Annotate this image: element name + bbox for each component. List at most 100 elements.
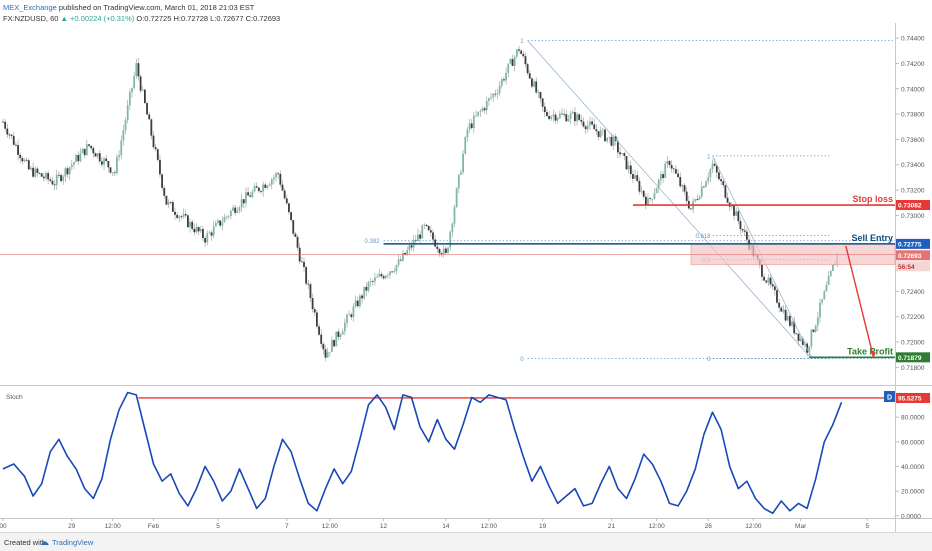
candle — [333, 338, 335, 348]
candle-body — [210, 232, 213, 236]
candle — [83, 148, 86, 159]
candle-body — [584, 126, 587, 130]
candle — [690, 208, 692, 211]
countdown-tag-bg — [896, 261, 930, 272]
candle-body — [245, 192, 247, 204]
candle-body — [133, 75, 136, 88]
candle-body — [393, 271, 396, 273]
candle-body — [606, 137, 609, 142]
candle-body — [180, 216, 183, 218]
candle-body — [79, 153, 82, 162]
candle — [795, 333, 798, 335]
candle — [623, 151, 626, 161]
price-tags: 0.73082 0.72775 0.72693 56:54 0.71879 95.5275 — [896, 200, 930, 403]
candle — [597, 131, 600, 141]
candle — [81, 147, 84, 154]
candle — [331, 336, 333, 352]
candle — [285, 194, 288, 205]
candle-body — [163, 187, 166, 196]
countdown-tag: 56:54 — [898, 264, 915, 271]
candle — [352, 303, 355, 322]
candle — [217, 218, 219, 225]
candle-body — [733, 205, 735, 216]
change-info: ▲ +0.00224 (+0.31%) — [60, 14, 135, 23]
candle-body — [535, 81, 538, 93]
candle — [429, 225, 432, 238]
candle-body — [810, 329, 813, 347]
candle-body — [782, 309, 785, 312]
candle — [58, 171, 60, 179]
candle — [339, 333, 342, 340]
candle — [715, 164, 718, 179]
candle-body — [367, 282, 370, 291]
candle — [131, 87, 133, 98]
candle — [21, 155, 24, 165]
candle-body — [92, 148, 95, 154]
candle — [10, 134, 13, 139]
fib-level-label: 1 — [520, 39, 524, 45]
candle-body — [593, 124, 596, 130]
candle-body — [51, 180, 54, 185]
candle-body — [644, 196, 647, 205]
publisher-name[interactable]: MEX_Exchange — [3, 3, 57, 12]
candle — [184, 209, 187, 218]
candle — [468, 118, 471, 134]
candle-body — [653, 193, 656, 199]
candle — [571, 109, 574, 114]
candle-body — [47, 173, 50, 180]
stoch-line — [2, 391, 843, 515]
candle — [234, 204, 237, 216]
candle — [789, 312, 791, 328]
time-tick-label: 7 — [285, 523, 289, 530]
stop-loss-tag-bg — [896, 200, 930, 211]
candle-body — [298, 247, 301, 262]
candle-body — [174, 211, 176, 215]
candle-body — [242, 199, 245, 204]
candle — [53, 180, 56, 190]
candle — [457, 174, 460, 194]
candle-body — [32, 167, 34, 177]
candle-body — [23, 159, 26, 162]
candle-body — [300, 261, 303, 263]
candle — [8, 132, 11, 140]
price-tick-label: 0.73400 — [901, 162, 925, 169]
candle — [681, 184, 684, 192]
candle — [791, 320, 793, 328]
candle — [169, 201, 172, 205]
candle — [724, 184, 727, 199]
candle-body — [227, 215, 230, 217]
candle-body — [107, 161, 110, 168]
candle-body — [62, 176, 65, 182]
candle — [666, 155, 669, 169]
candle-body — [292, 220, 295, 234]
candle-body — [391, 271, 394, 273]
candle-body — [664, 163, 667, 178]
candle-body — [681, 185, 684, 187]
candle — [193, 223, 196, 236]
candle — [601, 128, 604, 136]
candle — [709, 167, 712, 183]
publisher-line: MEX_Exchange published on TradingView.co… — [3, 3, 254, 12]
candle — [771, 281, 774, 290]
candle-body — [275, 173, 277, 178]
candle-body — [672, 168, 675, 170]
candle — [451, 222, 454, 238]
candle-body — [447, 247, 449, 253]
symbol-info: FX:NZDUSD, 60 — [3, 14, 59, 23]
candle-body — [113, 172, 116, 174]
tradingview-brand[interactable]: TradingView — [52, 538, 94, 547]
candle — [402, 249, 404, 262]
candle-body — [103, 158, 105, 165]
candle-body — [793, 321, 796, 334]
candle — [488, 97, 490, 106]
candle-body — [264, 184, 267, 188]
candle-body — [217, 220, 219, 223]
candle-body — [531, 78, 533, 87]
candle-body — [131, 87, 133, 93]
candle — [255, 182, 258, 188]
stoch-badge-label: D — [887, 395, 892, 402]
candle-body — [268, 184, 271, 186]
candle-body — [711, 163, 714, 170]
